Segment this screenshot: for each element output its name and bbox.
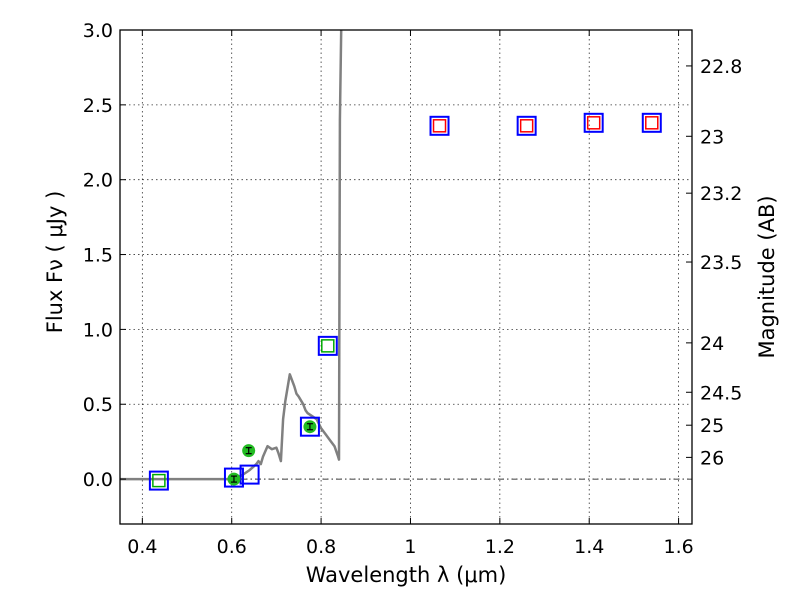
- model-photometry-square: [583, 112, 604, 133]
- y2-tick-label: 25: [700, 415, 724, 437]
- model-photometry-square: [516, 115, 537, 136]
- series-layer: [120, 29, 662, 491]
- y-tick-label: 3.0: [83, 20, 113, 42]
- model-photometry-square: [148, 470, 169, 491]
- y-tick-label: 1.0: [83, 319, 113, 341]
- y2-tick-label: 23: [700, 126, 724, 148]
- upper-limit-red-square: [645, 116, 659, 130]
- x-tick-label: 1.2: [485, 536, 515, 558]
- model-photometry-square: [641, 112, 662, 133]
- model-photometry-square: [299, 416, 320, 437]
- y-tick-label: 2.5: [83, 95, 113, 117]
- y2-tick-label: 23.5: [700, 252, 742, 274]
- upper-limit-red-square: [432, 119, 447, 133]
- y-tick-label: 2.0: [83, 170, 113, 192]
- x-tick-label: 1.6: [663, 536, 693, 558]
- x-tick-label: 1.4: [574, 536, 604, 558]
- y2-tick-label: 26: [700, 447, 724, 469]
- y-tick-label: 1.5: [83, 245, 113, 267]
- model-spectrum-line: [120, 29, 343, 481]
- y-tick-label: 0.5: [83, 394, 113, 416]
- y2-axis-title: Magnitude (AB): [755, 195, 779, 358]
- upper-limit-red-square: [586, 116, 601, 130]
- tick-marks: [120, 29, 692, 524]
- x-axis-title: Wavelength λ (μm): [306, 563, 507, 587]
- model-photometry-square: [239, 464, 260, 485]
- y-axis-title: Flux Fν ( μJy ): [43, 191, 67, 334]
- tick-labels: 0.4 0.6 0.8 1 1.2 1.4 1.6 0.0 0.5 1.0 1.5 2.0 2.5 3.0…: [83, 20, 743, 558]
- x-tick-label: 0.4: [127, 536, 157, 558]
- x-tick-label: 0.8: [306, 536, 336, 558]
- upper-limit-red-square: [519, 119, 534, 133]
- y2-tick-label: 22.8: [700, 56, 742, 78]
- x-tick-label: 0.6: [217, 536, 247, 558]
- y2-tick-label: 23.2: [700, 183, 742, 205]
- y2-tick-label: 24.5: [700, 382, 742, 404]
- model-photometry-square: [223, 467, 244, 488]
- x-tick-label: 1: [404, 536, 416, 558]
- y2-tick-label: 24: [700, 333, 724, 355]
- model-photometry-square: [317, 335, 338, 356]
- y-tick-label: 0.0: [83, 469, 113, 491]
- plot-background: [120, 30, 692, 524]
- observed-green-square: [152, 473, 166, 488]
- observed-green-square: [321, 339, 335, 353]
- model-photometry-square: [429, 115, 450, 136]
- plot-frame: [119, 29, 693, 525]
